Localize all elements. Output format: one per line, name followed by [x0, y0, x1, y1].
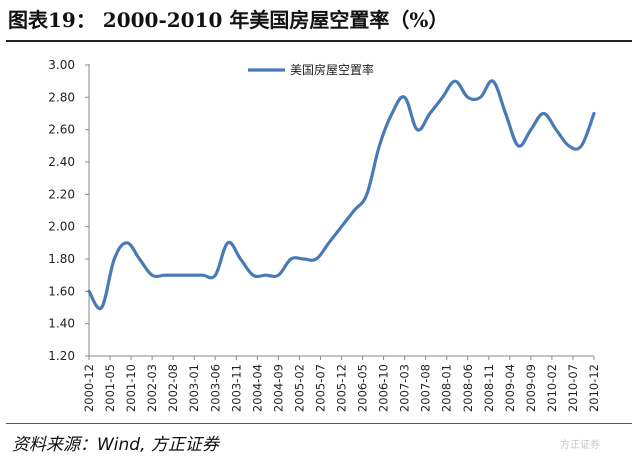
x-tick-label: 2003-01 [187, 364, 201, 412]
x-tick-label: 2004-04 [250, 364, 264, 412]
y-tick-label: 2.40 [48, 155, 75, 169]
series-line-vacancy-rate [87, 79, 596, 311]
page-title: 图表19： 2000-2010 年美国房屋空置率（%） [8, 8, 449, 32]
x-tick-label: 2008-01 [440, 364, 454, 412]
y-tick-label: 2.80 [48, 90, 75, 104]
y-tick-label: 2.20 [48, 187, 75, 201]
chart-legend: 美国房屋空置率 [248, 62, 374, 77]
x-tick-label: 2005-07 [313, 364, 327, 412]
chart-axes [88, 64, 594, 357]
x-tick-label: 2003-11 [229, 364, 243, 412]
x-tick-label: 2010-12 [587, 364, 601, 412]
x-tick-label: 2010-02 [545, 364, 559, 412]
source-note: 资料来源：Wind, 方正证券 [12, 435, 219, 455]
legend-label: 美国房屋空置率 [290, 62, 374, 77]
x-tick-label: 2003-06 [208, 364, 222, 412]
x-axis-ticks: 2000-12 2001-05 2001-10 2002-03 2002-08 2003-… [82, 356, 601, 412]
watermark: 方正证券 [560, 440, 600, 451]
source-divider [6, 423, 632, 424]
x-tick-label: 2002-03 [145, 364, 159, 412]
x-tick-label: 2005-02 [292, 364, 306, 412]
y-tick-label: 2.00 [48, 220, 75, 234]
x-tick-label: 2007-08 [419, 364, 433, 412]
x-tick-label: 2007-03 [398, 364, 412, 412]
x-tick-label: 2009-04 [503, 364, 517, 412]
x-tick-label: 2004-09 [271, 364, 285, 412]
x-tick-label: 2001-05 [103, 364, 117, 412]
y-tick-label: 2.60 [48, 123, 75, 137]
x-tick-label: 2002-08 [166, 364, 180, 412]
x-tick-label: 2008-11 [482, 364, 496, 412]
x-tick-label: 2008-06 [461, 364, 475, 412]
x-tick-label: 2009-09 [524, 364, 538, 412]
series-layer [87, 79, 596, 311]
y-axis-ticks: 1.20 1.40 1.60 1.80 2.00 2.20 2.40 2.60 2.80 3.00 [48, 58, 89, 363]
x-tick-label: 2006-05 [356, 364, 370, 412]
y-tick-label: 1.80 [48, 252, 75, 266]
y-tick-label: 3.00 [48, 58, 75, 72]
x-tick-label: 2001-10 [124, 364, 138, 412]
x-tick-label: 2005-12 [335, 364, 349, 412]
x-tick-label: 2006-10 [377, 364, 391, 412]
y-tick-label: 1.60 [48, 284, 75, 298]
title-divider [6, 40, 632, 42]
y-tick-label: 1.20 [48, 349, 75, 363]
y-tick-label: 1.40 [48, 317, 75, 331]
x-tick-label: 2000-12 [82, 364, 96, 412]
x-tick-label: 2010-07 [566, 364, 580, 412]
